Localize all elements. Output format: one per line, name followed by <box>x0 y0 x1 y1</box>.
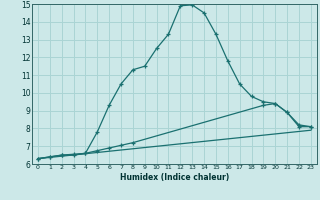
X-axis label: Humidex (Indice chaleur): Humidex (Indice chaleur) <box>120 173 229 182</box>
